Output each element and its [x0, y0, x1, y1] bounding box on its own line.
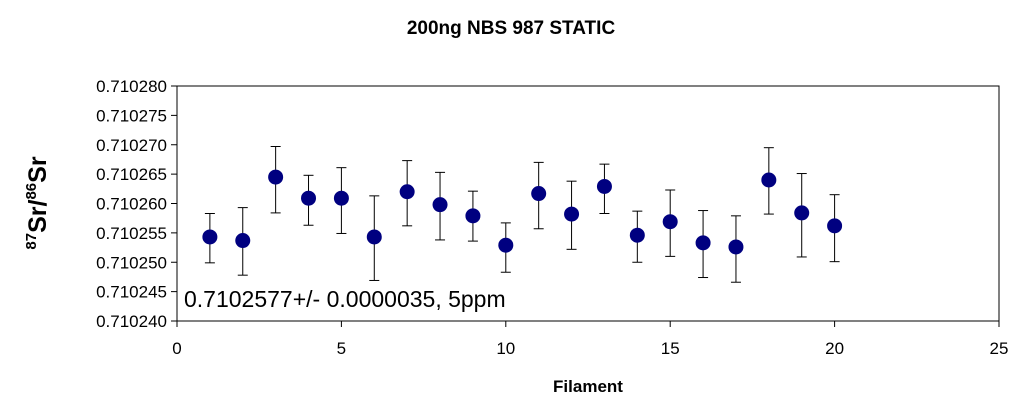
data-point [531, 186, 547, 202]
mean-annotation: 0.7102577+/- 0.0000035, 5ppm [184, 286, 506, 312]
y-tick-label: 0.710275 [96, 106, 167, 125]
data-point-group [761, 147, 777, 215]
data-point-group [695, 210, 711, 279]
data-point [827, 218, 843, 234]
x-tick-label: 25 [990, 339, 1009, 358]
y-tick-label: 0.710245 [96, 283, 167, 302]
data-point [235, 233, 251, 249]
data-point [761, 172, 777, 188]
x-axis: 0 5 10 15 20 25 [172, 321, 1008, 358]
data-point-group [301, 174, 317, 226]
x-axis-label: Filament [553, 377, 623, 396]
data-point-group [728, 215, 744, 283]
data-point-group [794, 173, 810, 258]
data-point-group [235, 207, 251, 276]
y-tick-label: 0.710255 [96, 224, 167, 243]
y-tick-label: 0.710240 [96, 312, 167, 331]
y-tick-label: 0.710260 [96, 195, 167, 214]
data-point [564, 206, 580, 222]
data-point-group [268, 146, 284, 214]
y-label-sup-86: 86 [23, 183, 40, 200]
data-point [498, 237, 514, 253]
data-point-group [662, 189, 678, 257]
data-point-group [366, 195, 382, 281]
data-point [202, 229, 218, 245]
x-tick-label: 5 [337, 339, 346, 358]
data-point-group [465, 190, 481, 242]
y-axis-label: 87Sr/86Sr [23, 156, 52, 249]
data-point [596, 178, 612, 194]
y-axis: 0.710240 0.710245 0.710250 0.710255 0.710260… [96, 77, 177, 331]
y-tick-label: 0.710270 [96, 136, 167, 155]
data-point-group [202, 212, 218, 264]
y-tick-label: 0.710280 [96, 77, 167, 96]
data-point [268, 169, 284, 185]
chart-title: 200ng NBS 987 STATIC [407, 18, 616, 39]
y-tick-label: 0.710250 [96, 253, 167, 272]
data-series [202, 146, 843, 283]
data-point [662, 214, 678, 230]
data-point-group [432, 171, 448, 241]
x-tick-label: 0 [172, 339, 181, 358]
data-point [695, 235, 711, 251]
data-point [432, 197, 448, 213]
x-tick-label: 20 [825, 339, 844, 358]
y-tick-label: 0.710265 [96, 165, 167, 184]
y-label-sr: Sr [24, 156, 52, 183]
data-point-group [629, 210, 645, 263]
data-point [333, 190, 349, 206]
data-point-group [333, 167, 349, 234]
data-point-group [827, 194, 843, 263]
data-point [794, 205, 810, 221]
x-tick-label: 10 [496, 339, 515, 358]
x-tick-label: 15 [661, 339, 680, 358]
y-label-sr-slash: Sr/ [24, 199, 52, 232]
data-point-group [399, 160, 415, 227]
data-point [728, 239, 744, 255]
data-point [465, 208, 481, 224]
data-point [301, 190, 317, 206]
data-point-group [531, 161, 547, 230]
data-point-group [564, 180, 580, 250]
data-point-group [596, 163, 612, 214]
data-point-group [498, 222, 514, 273]
y-label-sup-87: 87 [23, 233, 40, 250]
data-point [399, 184, 415, 200]
data-point [366, 229, 382, 245]
data-point [629, 227, 645, 243]
